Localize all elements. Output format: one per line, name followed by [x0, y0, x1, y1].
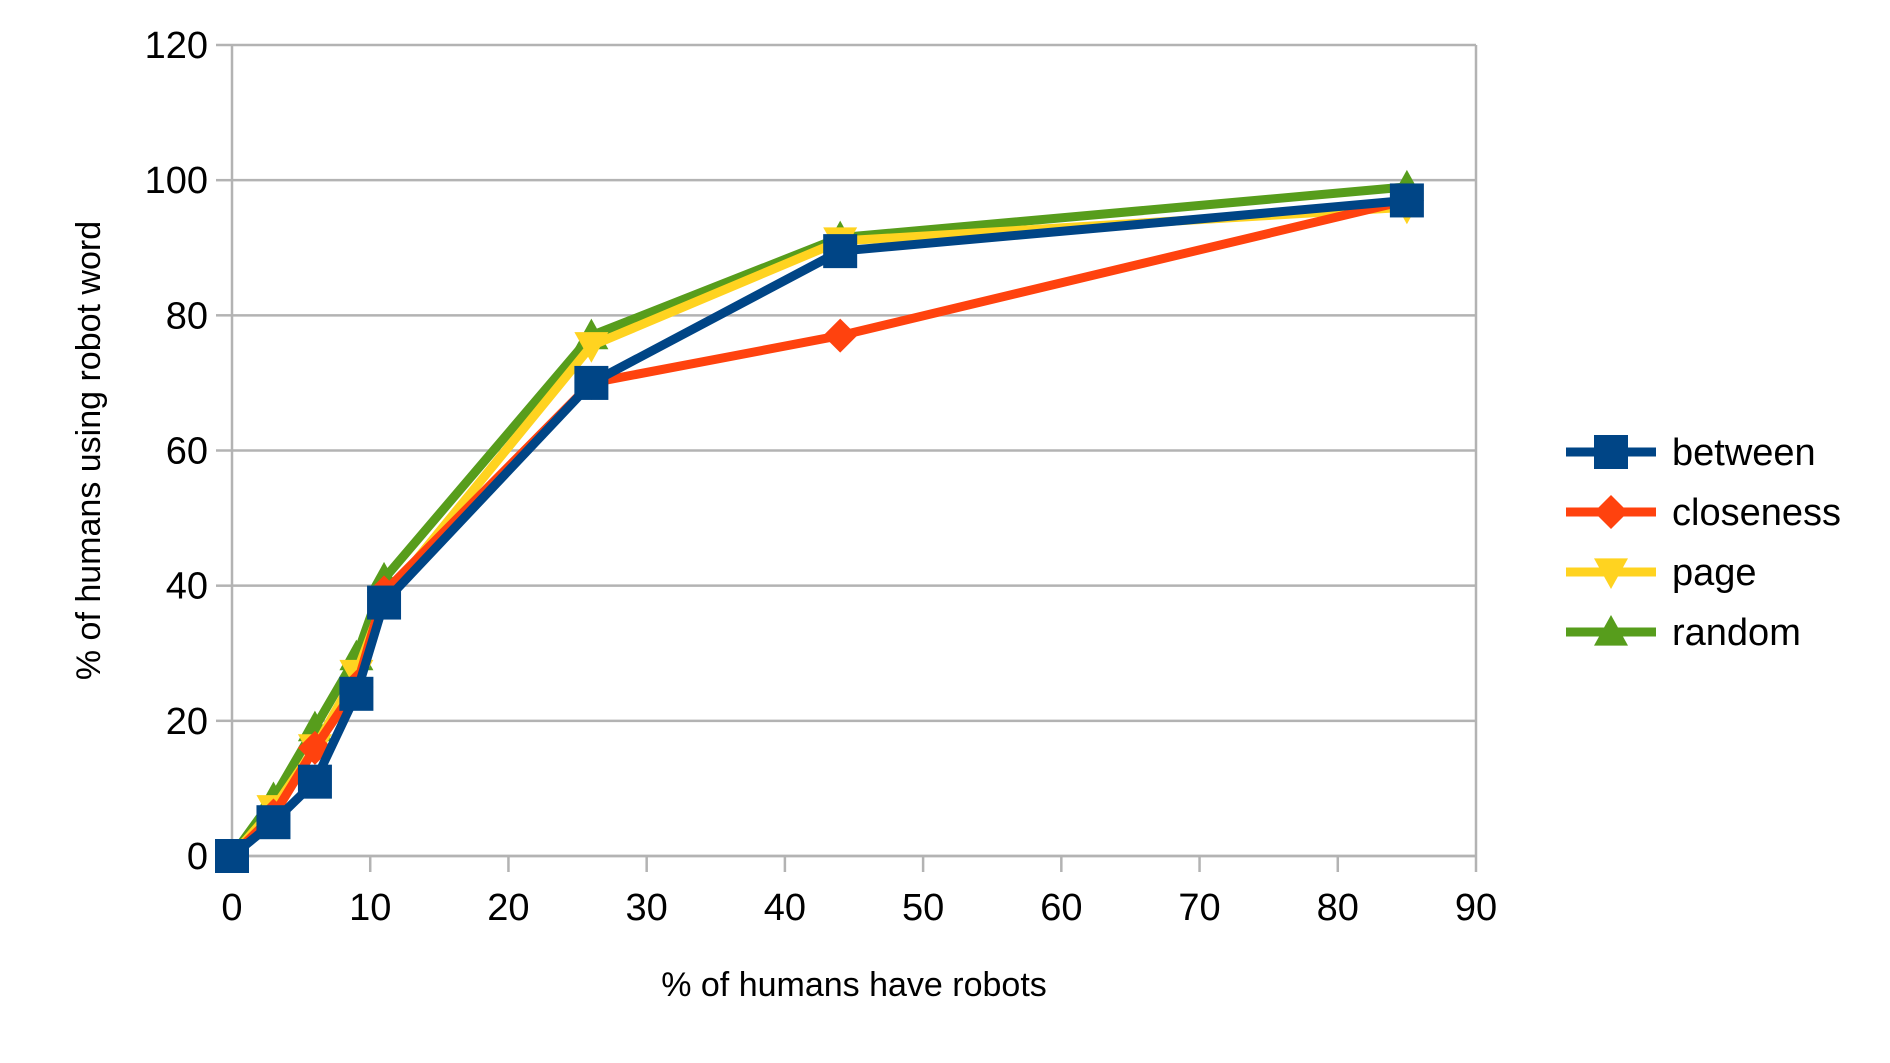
data-point-between [339, 676, 374, 711]
legend-label-closeness: closeness [1672, 492, 1841, 534]
legend-label-page: page [1672, 552, 1757, 594]
data-point-between [256, 805, 291, 840]
x-tick-label: 80 [1317, 887, 1359, 929]
legend-label-between: between [1672, 432, 1816, 474]
x-tick-label: 20 [487, 887, 529, 929]
x-tick-label: 50 [902, 887, 944, 929]
x-tick-label: 10 [349, 887, 391, 929]
legend-item-between: between [1566, 432, 1816, 474]
y-tick-label: 100 [145, 160, 208, 202]
x-tick-label: 60 [1040, 887, 1082, 929]
axes [216, 43, 1478, 872]
legend-item-page: page [1566, 552, 1757, 594]
x-axis-title: % of humans have robots [661, 966, 1047, 1004]
y-tick-label: 0 [187, 836, 208, 878]
series-lines [215, 169, 1424, 873]
gridlines [232, 43, 1476, 858]
y-tick-label: 40 [166, 566, 208, 608]
x-tick-label: 0 [221, 887, 242, 929]
legend-item-closeness: closeness [1566, 492, 1841, 534]
series-between [215, 183, 1424, 873]
y-tick-label: 80 [166, 295, 208, 337]
legend-marker-between [1594, 435, 1628, 469]
tick-labels: 0 20 40 60 80 100 120 0 10 20 30 40 50 60 70 80 90 [145, 25, 1498, 929]
y-axis-title: % of humans using robot word [70, 221, 108, 680]
series-line-between [227, 195, 1412, 861]
data-point-between [823, 234, 858, 269]
data-point-between [367, 585, 402, 620]
y-tick-label: 20 [166, 701, 208, 743]
x-tick-label: 40 [764, 887, 806, 929]
legend-label-random: random [1672, 612, 1801, 654]
legend-item-random: random [1566, 612, 1801, 654]
x-tick-label: 70 [1178, 887, 1220, 929]
series-line-closeness [227, 195, 1412, 861]
legend-marker-closeness [1594, 495, 1628, 529]
x-tick-label: 90 [1455, 887, 1497, 929]
data-point-page [574, 332, 609, 363]
data-point-between [1389, 183, 1424, 218]
legend-marker-random [1594, 615, 1628, 646]
legend-marker-page [1594, 558, 1628, 589]
series-closeness [215, 183, 1424, 873]
data-point-closeness [823, 318, 858, 353]
y-tick-label: 120 [145, 25, 208, 67]
series-line-page [227, 202, 1412, 861]
x-tick-label: 30 [626, 887, 668, 929]
series-line-random [227, 182, 1412, 861]
data-point-between [574, 365, 609, 400]
series-random [215, 169, 1424, 870]
series-page [215, 193, 1424, 873]
y-tick-label: 60 [166, 431, 208, 473]
data-point-between [215, 839, 249, 873]
legend: between closeness page random [1566, 432, 1841, 654]
data-point-between [297, 764, 332, 799]
